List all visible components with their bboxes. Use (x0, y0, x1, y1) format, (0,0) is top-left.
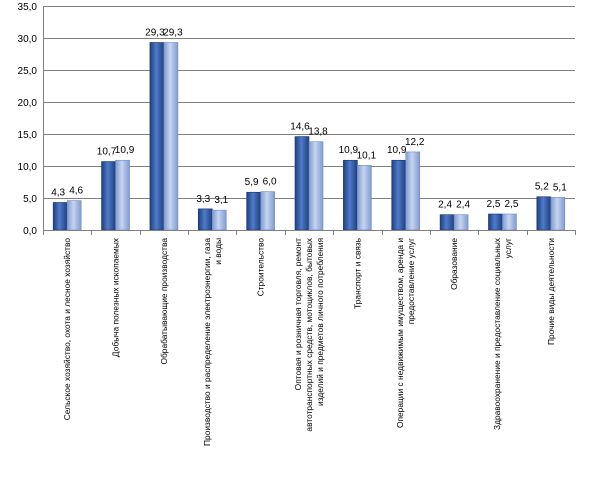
y-tick-label: 0,0 (23, 226, 37, 237)
category-label-line: Образование (449, 238, 459, 290)
data-label: 2,5 (505, 199, 519, 210)
bar-series-2 (66, 200, 82, 231)
category-label-line: и воды (213, 238, 223, 265)
category-labels: Сельское хозяйство, охота и лесное хозяй… (62, 237, 556, 446)
bar-series-2 (163, 42, 179, 231)
bar-series-2 (502, 213, 517, 231)
data-label: 10,9 (387, 145, 407, 156)
category-label-line: Оптовая и розничная торговля, ремонт (293, 238, 303, 390)
category-label-line: Транспорт и связь (352, 237, 362, 309)
category-label: Оптовая и розничная торговля, ремонт авто… (293, 237, 325, 431)
bar-series-2 (260, 191, 275, 231)
category-label: Обрабатывающие производства (159, 238, 169, 365)
category-label: Сельское хозяйство, охота и лесное хозяй… (62, 238, 72, 421)
y-tick-label: 15,0 (18, 130, 38, 141)
category-label-line: Прочие виды деятельности (546, 238, 556, 345)
bar-series-1 (101, 161, 116, 231)
data-label: 2,4 (456, 200, 470, 211)
bar-series-1 (439, 214, 455, 231)
bar-series-1 (391, 159, 407, 231)
data-label: 29,3 (163, 27, 183, 38)
data-label: 5,1 (553, 182, 567, 193)
bar-series-2 (453, 214, 469, 231)
bar-series-2 (550, 197, 566, 231)
bars (52, 42, 566, 231)
data-label: 2,5 (487, 199, 501, 210)
data-label: 5,2 (535, 182, 549, 193)
y-tick-label: 35,0 (18, 2, 38, 13)
data-label: 10,9 (115, 145, 135, 156)
category-label-line: автотранспортных средств, мотоциклов, бы… (304, 237, 314, 431)
data-label: 29,3 (145, 27, 165, 38)
bar-series-1 (536, 196, 552, 231)
category-label: Транспорт и связь (352, 237, 362, 309)
category-label-line: Строительство (256, 238, 266, 297)
bar-series-1 (294, 136, 310, 231)
category-label: Добыча полезных ископаемых (111, 237, 121, 357)
category-label-line: Производство и распределение электроэнер… (202, 238, 212, 446)
category-label: Операции с недвижимым имуществом, аренда… (395, 238, 416, 428)
category-label-line: Сельское хозяйство, охота и лесное хозяй… (62, 238, 72, 421)
category-label: Прочие виды деятельности (546, 238, 556, 345)
axes (43, 6, 576, 235)
bar-series-2 (308, 141, 324, 231)
y-axis-ticks: 0,0 5,0 10,0 15,0 20,0 25,0 30,0 35,0 (18, 2, 38, 237)
bar-series-1 (246, 191, 261, 231)
data-label: 3,3 (196, 194, 210, 205)
data-label: 4,6 (69, 186, 83, 197)
data-label: 10,9 (339, 145, 359, 156)
data-label: 14,6 (290, 122, 310, 133)
y-tick-label: 30,0 (18, 34, 38, 45)
bar-series-2 (211, 209, 227, 231)
category-label: Образование (449, 238, 459, 290)
category-label-line: Добыча полезных ископаемых (111, 237, 121, 357)
data-label: 3,1 (214, 195, 228, 206)
bar-series-2 (115, 159, 130, 231)
data-label: 6,0 (263, 177, 277, 188)
category-label-line: предоставление услуг (406, 238, 416, 324)
gridlines (43, 6, 575, 199)
data-label: 2,4 (438, 200, 452, 211)
y-tick-label: 20,0 (18, 98, 38, 109)
category-label: Производство и распределение электроэнер… (202, 238, 223, 446)
bar-series-1 (149, 42, 165, 231)
bar-series-1 (343, 159, 358, 231)
category-label-line: Здравоохранение и предоставление социаль… (492, 237, 502, 430)
y-tick-label: 25,0 (18, 66, 38, 77)
data-label: 10,7 (97, 147, 117, 158)
data-label: 12,2 (405, 137, 425, 148)
category-label-line: услуг (503, 238, 513, 258)
category-label-line: Операции с недвижимым имуществом, аренда… (395, 238, 405, 428)
bar-series-1 (197, 208, 213, 231)
bar-series-1 (488, 213, 503, 231)
data-labels: 4,3 10,7 29,3 3,3 5,9 14,6 10,9 10,9 2,4 2,5 5,2 4,… (51, 27, 567, 210)
y-tick-label: 10,0 (18, 162, 38, 173)
category-label: Строительство (256, 238, 266, 297)
category-label: Здравоохранение и предоставление социаль… (492, 237, 513, 430)
bar-series-2 (357, 165, 372, 231)
bar-series-2 (405, 151, 421, 231)
bar-series-1 (52, 202, 68, 231)
data-label: 13,8 (308, 127, 328, 138)
data-label: 4,3 (51, 187, 65, 198)
category-label-line: изделий и предметов личного потребления (315, 238, 325, 406)
data-label: 10,1 (357, 150, 377, 161)
category-label-line: Обрабатывающие производства (159, 238, 169, 365)
data-label: 5,9 (245, 177, 259, 188)
y-tick-label: 5,0 (23, 194, 37, 205)
